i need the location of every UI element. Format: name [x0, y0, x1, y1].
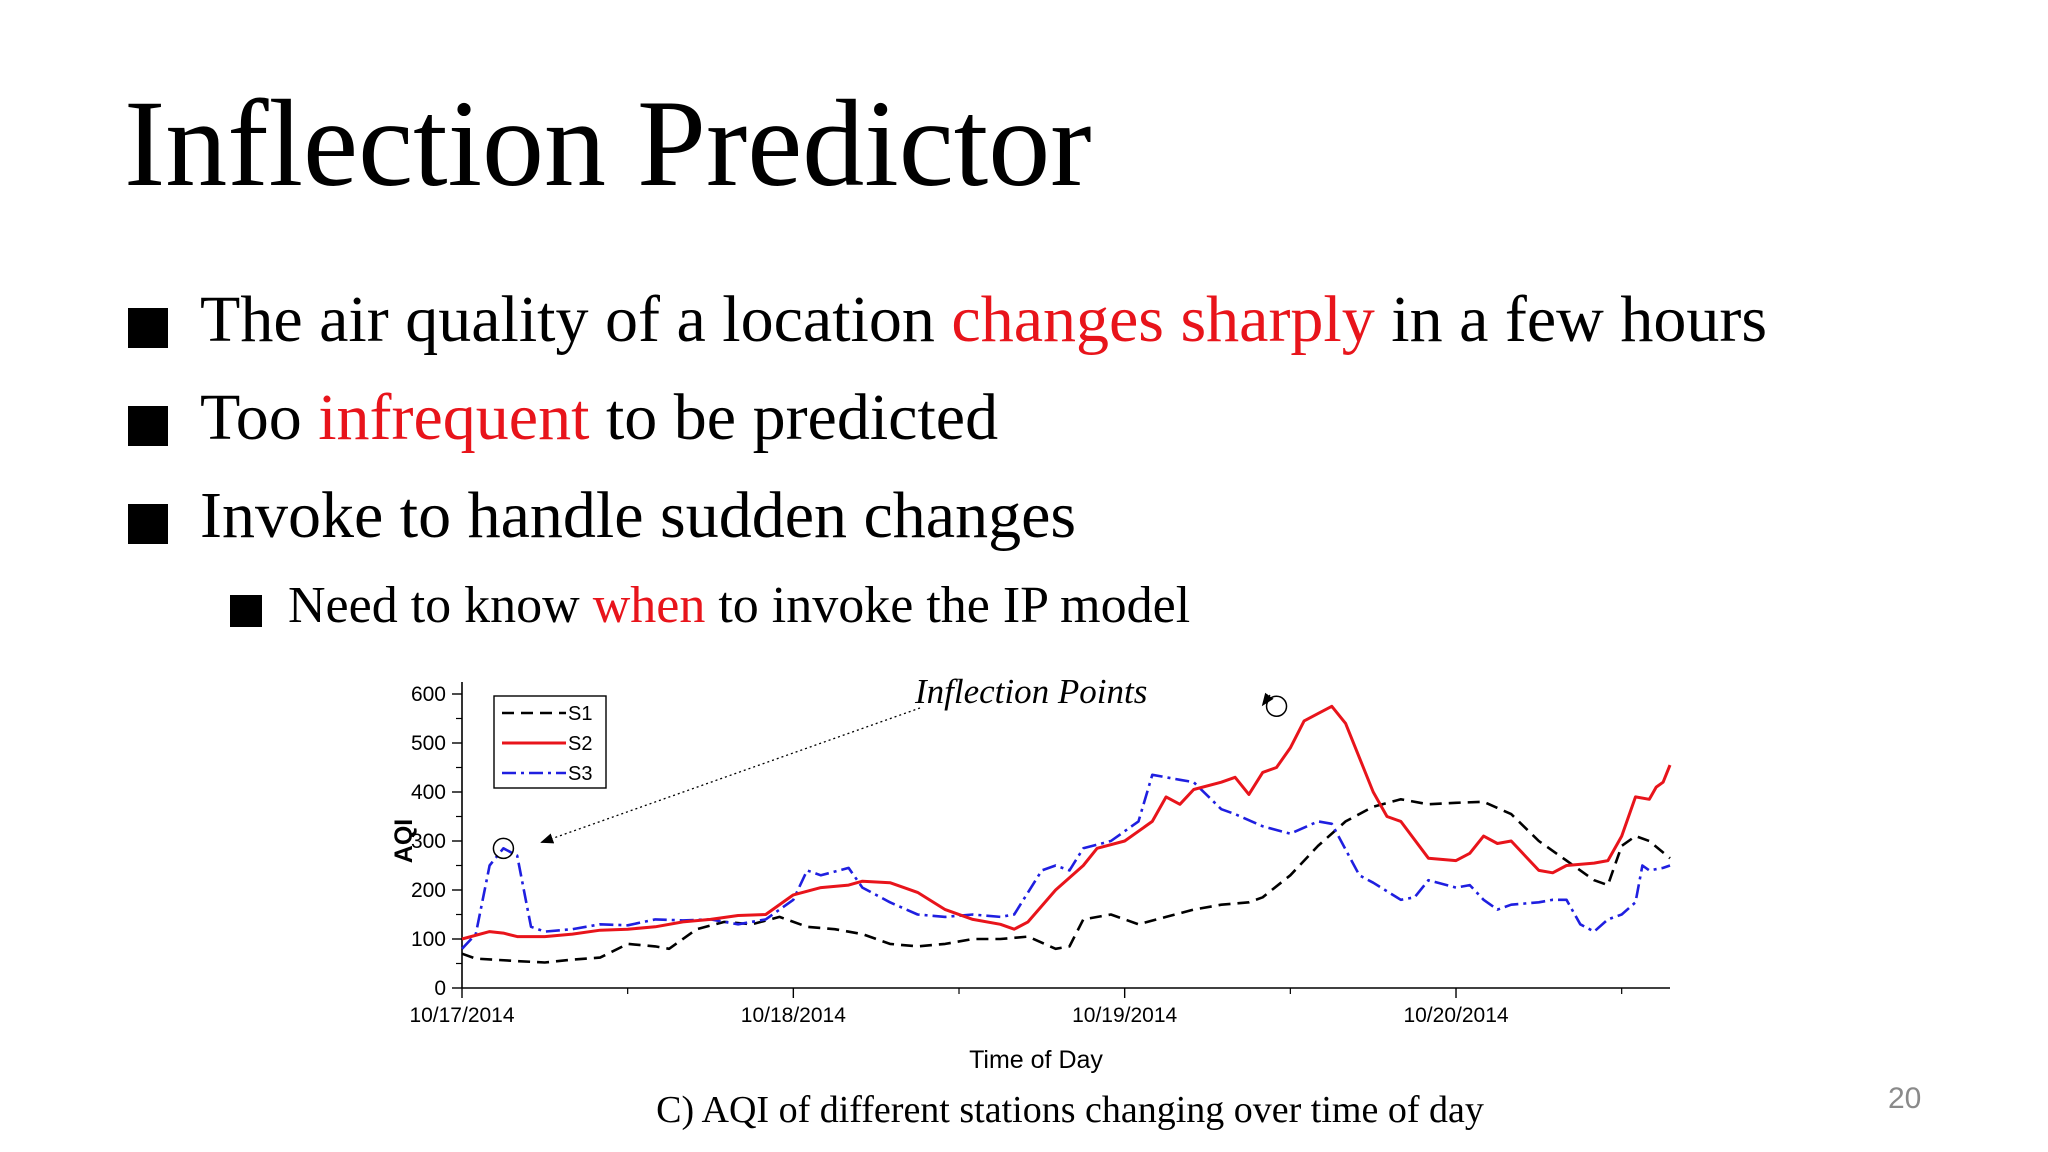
bullet-item: The air quality of a location changes sh… — [124, 282, 2004, 380]
series-line-s2 — [461, 704, 1672, 941]
slide-title: Inflection Predictor — [124, 75, 1092, 212]
series-line-s1 — [461, 798, 1671, 964]
x-tick-label: 10/20/2014 — [1403, 1004, 1508, 1027]
bullet-text-part: Too — [200, 381, 319, 454]
y-axis-label: AQI — [390, 819, 418, 863]
bullet-highlight: changes sharply — [951, 283, 1375, 356]
x-tick-label: 10/17/2014 — [409, 1004, 514, 1027]
sub-bullet-text: Need to know when to invoke the IP model — [288, 576, 1190, 635]
y-tick-label: 500 — [411, 732, 446, 755]
series-line-s3 — [461, 773, 1671, 950]
chart-figure: 0 100 200 300 400 500 600 10/17/2014 10/18/2014 1… — [390, 660, 1710, 1152]
square-bullet-icon — [128, 504, 168, 544]
bullet-text-part: to be predicted — [589, 381, 999, 454]
x-tick-label: 10/19/2014 — [1072, 1004, 1177, 1027]
bullet-text-part: Invoke to handle sudden changes — [200, 479, 1077, 552]
bullet-text: The air quality of a location changes sh… — [200, 282, 1767, 358]
annotation-label: Inflection Points — [914, 672, 1147, 711]
y-tick-label: 0 — [434, 977, 446, 1000]
bullet-highlight: when — [592, 577, 706, 634]
bullet-item: Too infrequent to be predicted — [124, 380, 2004, 478]
bullet-text-part: to invoke the IP model — [705, 577, 1191, 634]
square-bullet-icon — [230, 595, 262, 627]
y-tick-label: 200 — [411, 879, 446, 902]
y-tick-label: 600 — [411, 683, 446, 706]
bullet-text-part: The air quality of a location — [200, 283, 952, 356]
legend-label: S3 — [568, 763, 592, 785]
legend-label: S1 — [568, 703, 592, 725]
annotation-arrow — [1261, 692, 1274, 707]
y-tick-label: 100 — [411, 928, 446, 951]
y-tick-label: 400 — [411, 781, 446, 804]
bullet-item: Invoke to handle sudden changes — [124, 478, 2004, 576]
figure-caption: C) AQI of different stations changing ov… — [656, 1089, 1484, 1131]
inflection-marker — [1265, 695, 1288, 717]
bullet-text-part: in a few hours — [1374, 283, 1768, 356]
bullet-list: The air quality of a location changes sh… — [124, 282, 2004, 656]
x-axis-label: Time of Day — [969, 1046, 1103, 1074]
square-bullet-icon — [128, 308, 168, 348]
x-tick-label: 10/18/2014 — [741, 1004, 846, 1027]
inflection-marker — [492, 837, 515, 860]
legend-label: S2 — [568, 733, 592, 755]
sub-bullet-item: Need to know when to invoke the IP model — [230, 576, 2004, 656]
bullet-text: Too infrequent to be predicted — [200, 380, 998, 456]
bullet-text: Invoke to handle sudden changes — [200, 478, 1076, 554]
y-tick-label: 300 — [411, 830, 446, 853]
square-bullet-icon — [128, 406, 168, 446]
bullet-highlight: infrequent — [318, 381, 590, 454]
annotation-arrow — [540, 707, 921, 844]
aqi-line-chart: 0 100 200 300 400 500 600 10/17/2014 10/18/2014 1… — [390, 672, 1672, 1074]
page-number: 20 — [1888, 1082, 1922, 1115]
bullet-text-part: Need to know — [288, 577, 593, 634]
